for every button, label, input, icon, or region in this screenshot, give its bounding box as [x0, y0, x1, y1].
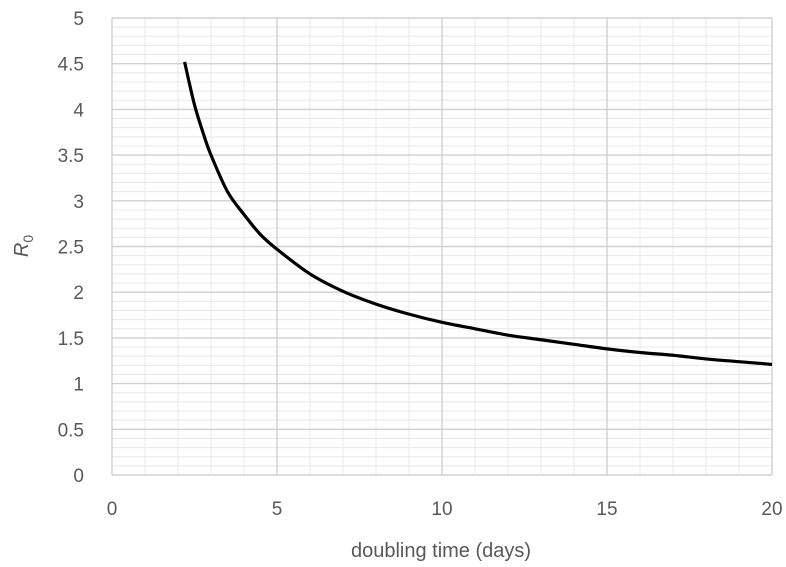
- y-tick-label: 3.5: [58, 146, 84, 167]
- major-grid: [111, 17, 773, 476]
- series-layer: [183, 61, 773, 367]
- y-tick-label: 0: [73, 466, 84, 487]
- y-axis-label-subscript: 0: [20, 235, 36, 243]
- y-axis-label-main: R: [11, 243, 33, 257]
- y-tick-label: 1.5: [58, 329, 84, 350]
- y-axis-label: R0: [11, 235, 36, 257]
- y-tick-label: 1: [73, 375, 84, 396]
- x-axis-label: doubling time (days): [351, 540, 531, 562]
- x-tick-label: 15: [596, 499, 617, 520]
- x-tick-label: 10: [431, 499, 452, 520]
- y-tick-label: 5: [73, 9, 84, 30]
- x-tick-label: 0: [107, 499, 118, 520]
- x-tick-label: 20: [761, 499, 782, 520]
- x-tick-labels: 0 5 10 15 20: [107, 499, 783, 520]
- x-tick-label: 5: [272, 499, 283, 520]
- y-tick-label: 0.5: [58, 420, 84, 441]
- y-tick-label: 2: [73, 283, 84, 304]
- y-tick-labels: 0 0.5 1 1.5 2 2.5 3 3.5 4 4.5 5: [58, 9, 85, 487]
- series-line-0: [183, 61, 773, 367]
- y-tick-label: 4.5: [58, 55, 84, 76]
- y-tick-label: 2.5: [58, 238, 84, 259]
- y-tick-label: 3: [73, 192, 84, 213]
- y-tick-label: 4: [73, 100, 84, 121]
